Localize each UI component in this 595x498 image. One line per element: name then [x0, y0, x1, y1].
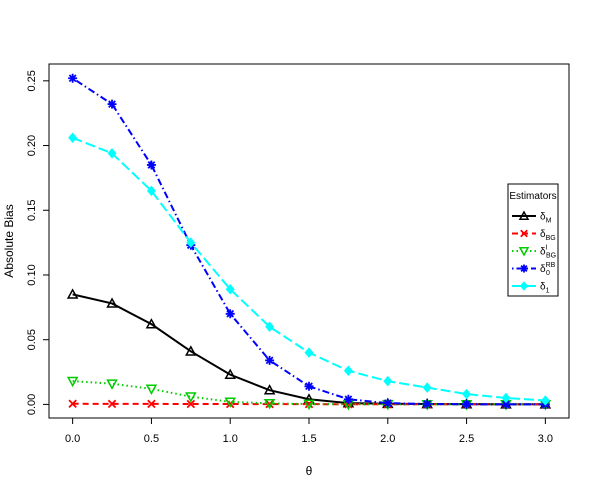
legend-label: δI BG: [540, 245, 556, 260]
legend-label-base: δ: [540, 264, 546, 275]
data-point: [66, 288, 79, 299]
series-4: [68, 132, 550, 406]
data-point: [501, 399, 511, 409]
legend-marker: [518, 247, 530, 257]
legend-marker: [520, 264, 528, 273]
series-line: [72, 136, 546, 402]
legend-box: [507, 183, 559, 297]
legend-item: δRB 0: [512, 262, 556, 277]
x-tick-label: 0.0: [65, 433, 80, 445]
y-tick-label: 0.25: [26, 70, 38, 91]
x-axis-title: θ: [306, 464, 313, 478]
legend-label-superscript: I: [546, 245, 548, 252]
data-point: [185, 392, 197, 403]
data-point: [225, 309, 235, 319]
legend-label: δM: [540, 212, 552, 225]
data-point: [462, 388, 472, 400]
legend-label-subscript: 1: [546, 288, 550, 295]
y-tick-label: 0.00: [26, 394, 38, 415]
legend-item: δ1: [512, 281, 550, 295]
data-point: [304, 347, 314, 358]
data-point: [224, 368, 236, 379]
data-point: [343, 365, 353, 377]
legend-label-base: δ: [540, 282, 546, 293]
data-point: [265, 321, 275, 333]
y-axis: 0.00 0.05 0.10 0.15 0.20 0.25: [26, 70, 50, 415]
legend-label: δ1: [540, 282, 550, 295]
data-point: [68, 399, 77, 408]
data-point: [68, 73, 78, 83]
x-tick-label: 1.5: [301, 433, 316, 445]
x-tick-label: 0.5: [144, 433, 159, 445]
data-point: [107, 148, 117, 159]
x-tick-label: 2.0: [380, 433, 395, 445]
data-point: [146, 160, 156, 170]
x-axis: 0.0 0.5 1.0 1.5 2.0 2.5 3.0: [65, 417, 553, 445]
x-tick-label: 1.0: [223, 433, 238, 445]
data-point: [66, 376, 79, 388]
data-point: [462, 399, 472, 409]
data-point: [107, 99, 117, 109]
x-tick-label: 2.5: [459, 433, 474, 445]
y-axis-title: Absolute Bias: [2, 204, 16, 277]
legend-item: δI BG: [512, 245, 556, 260]
legend-label-base: δ: [540, 247, 546, 258]
y-tick-label: 0.10: [26, 264, 38, 285]
legend-marker: [518, 210, 530, 220]
y-tick-label: 0.15: [26, 200, 38, 221]
data-point: [540, 395, 550, 406]
legend-label: δRB 0: [540, 262, 556, 277]
data-point: [422, 399, 432, 409]
legend-title: Estimators: [509, 191, 556, 202]
legend-label-subscript: BG: [546, 235, 556, 242]
series-layer: [66, 73, 552, 411]
data-point: [224, 397, 236, 408]
data-point: [383, 375, 393, 387]
data-point: [147, 399, 156, 409]
legend-label-base: δ: [540, 212, 546, 223]
data-point: [225, 283, 235, 295]
legend-marker: [520, 229, 528, 238]
data-point: [383, 398, 393, 408]
data-point: [304, 399, 314, 409]
y-tick-label: 0.20: [26, 135, 38, 156]
legend-item: δBG: [512, 229, 556, 242]
data-point: [343, 394, 353, 404]
legend-label-subscript: M: [546, 218, 552, 225]
legend-label: δBG: [540, 229, 556, 242]
y-tick-label: 0.05: [26, 329, 38, 350]
x-tick-label: 3.0: [538, 433, 553, 445]
data-point: [145, 318, 158, 329]
data-point: [303, 399, 315, 411]
data-point: [422, 382, 432, 393]
data-point: [68, 132, 78, 144]
data-point: [146, 185, 156, 197]
data-point: [263, 384, 276, 395]
data-point: [304, 381, 314, 391]
data-point: [106, 379, 118, 390]
legend-label-subscript: BG: [546, 253, 556, 260]
legend-marker: [519, 281, 529, 291]
data-point: [501, 392, 511, 404]
legend-label-subscript: 0: [546, 270, 550, 277]
data-point: [263, 399, 276, 410]
legend-item: δM: [512, 210, 552, 225]
data-point: [186, 237, 196, 248]
data-point: [185, 345, 197, 356]
legend-label-base: δ: [540, 229, 546, 240]
plot-frame: [48, 63, 570, 419]
series-3: [68, 73, 550, 409]
data-point: [145, 384, 158, 395]
data-point: [265, 355, 275, 365]
data-point: [106, 297, 118, 308]
data-point: [303, 393, 315, 404]
data-point: [186, 399, 196, 409]
legend-label-superscript: RB: [546, 262, 556, 269]
data-point: [107, 399, 117, 409]
